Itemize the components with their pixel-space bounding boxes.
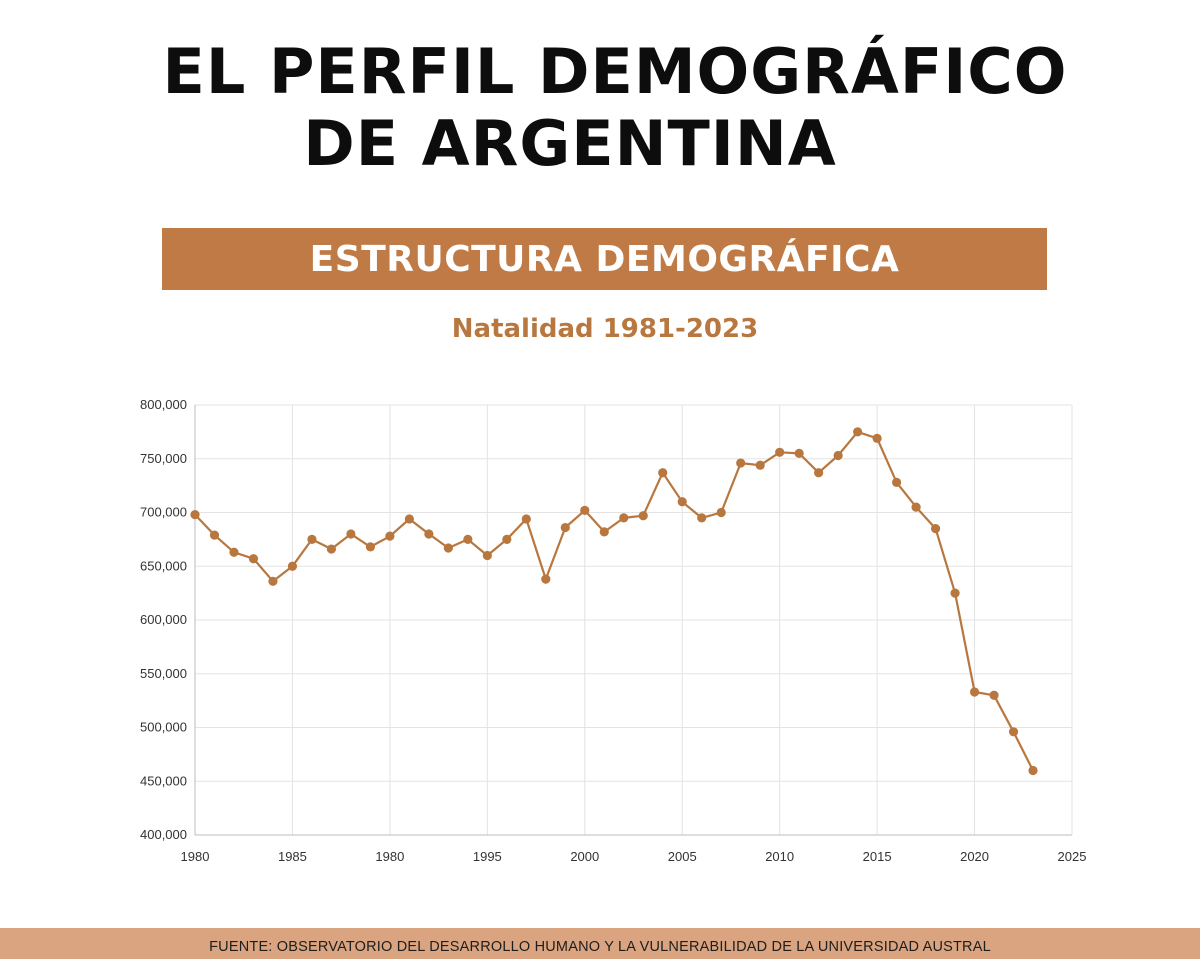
- data-point: [229, 547, 239, 557]
- data-point: [989, 690, 999, 700]
- y-tick-label: 800,000: [140, 397, 187, 412]
- y-tick-label: 750,000: [140, 451, 187, 466]
- data-point: [1008, 727, 1019, 737]
- x-tick-label: 2020: [960, 849, 989, 864]
- x-tick-label: 2025: [1058, 849, 1087, 864]
- x-tick-label: 2005: [668, 849, 697, 864]
- banner-label: ESTRUCTURA DEMOGRÁFICA: [309, 238, 900, 280]
- data-point: [502, 534, 512, 544]
- data-point: [190, 510, 200, 520]
- data-point: [307, 534, 317, 544]
- data-point: [833, 450, 843, 461]
- source-text: FUENTE: OBSERVATORIO DEL DESARROLLO HUMA…: [209, 938, 991, 955]
- data-point: [521, 514, 531, 524]
- data-point: [619, 513, 629, 523]
- data-point: [853, 427, 863, 437]
- data-point: [755, 460, 765, 470]
- x-tick-label: 1980: [375, 849, 404, 864]
- data-point: [969, 687, 980, 697]
- x-tick-label: 2015: [863, 849, 892, 864]
- y-tick-label: 500,000: [140, 720, 187, 735]
- data-point: [716, 507, 726, 518]
- data-point: [911, 502, 921, 512]
- data-point: [463, 534, 473, 544]
- x-tick-label: 1980: [181, 849, 210, 864]
- data-point: [385, 531, 395, 541]
- data-point: [677, 497, 687, 507]
- x-tick-label: 1985: [278, 849, 307, 864]
- data-point: [814, 468, 824, 478]
- y-tick-label: 550,000: [140, 666, 187, 681]
- y-tick-label: 450,000: [140, 773, 187, 788]
- data-point: [268, 576, 278, 586]
- data-point: [326, 544, 337, 554]
- data-point: [424, 529, 434, 539]
- data-point: [736, 458, 746, 468]
- data-point: [443, 543, 453, 553]
- title-line-2: DE ARGENTINA: [303, 107, 837, 180]
- data-point: [950, 588, 960, 598]
- y-tick-label: 600,000: [140, 612, 187, 627]
- data-point: [658, 468, 668, 478]
- data-point: [638, 511, 648, 521]
- data-point: [248, 554, 259, 564]
- data-point: [1028, 765, 1038, 776]
- data-point: [209, 530, 220, 540]
- source-footer: FUENTE: OBSERVATORIO DEL DESARROLLO HUMA…: [0, 928, 1200, 959]
- title-line-1: EL PERFIL DEMOGRÁFICO: [162, 35, 1068, 108]
- data-point: [346, 529, 356, 539]
- data-point: [287, 561, 298, 571]
- data-point: [599, 527, 609, 537]
- data-point: [580, 505, 590, 515]
- series-line: [194, 430, 1034, 771]
- data-point: [872, 433, 882, 443]
- y-tick-label: 650,000: [140, 558, 187, 573]
- data-point: [482, 550, 492, 561]
- birth-rate-line-chart: 400,000 450,000 500,000 550,000 600,000 650,0…: [140, 397, 1087, 864]
- data-point: [892, 477, 902, 487]
- data-point: [930, 524, 941, 534]
- data-point: [697, 513, 707, 523]
- data-point: [560, 522, 570, 533]
- x-tick-label: 2010: [765, 849, 794, 864]
- x-tick-label: 1995: [473, 849, 502, 864]
- y-tick-label: 700,000: [140, 505, 187, 520]
- chart-subtitle: Natalidad 1981-2023: [451, 314, 759, 344]
- page-title: EL PERFIL DEMOGRÁFICO DE ARGENTINA: [0, 36, 1200, 180]
- data-point: [541, 574, 551, 584]
- data-point: [365, 542, 375, 552]
- section-banner: ESTRUCTURA DEMOGRÁFICA: [162, 228, 1047, 290]
- x-tick-label: 2000: [570, 849, 599, 864]
- data-point: [794, 448, 804, 458]
- y-tick-label: 400,000: [140, 827, 187, 842]
- data-point: [404, 514, 414, 524]
- data-point: [775, 447, 785, 457]
